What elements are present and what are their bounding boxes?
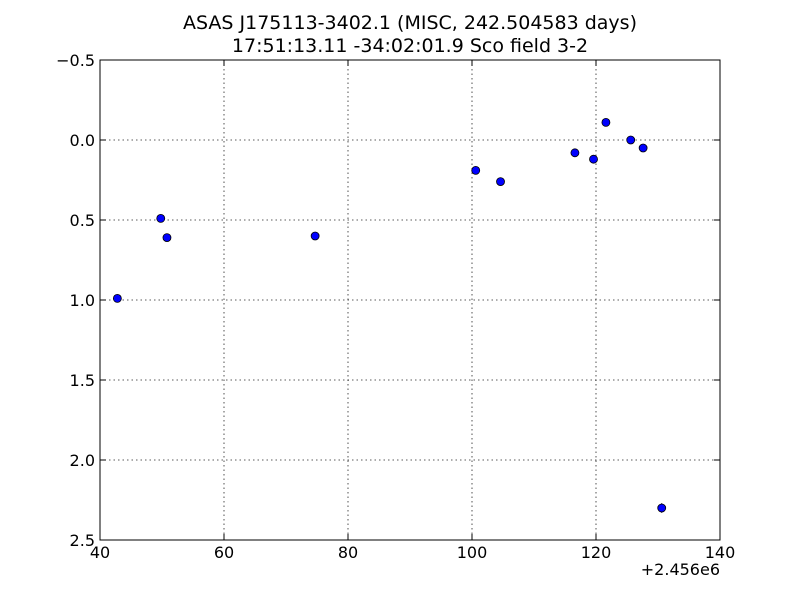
data-point (471, 165, 481, 175)
chart-subtitle: 17:51:13.11 -34:02:01.9 Sco field 3-2 (232, 35, 588, 57)
grid (100, 60, 720, 540)
y-tick-label: 0.0 (70, 131, 95, 150)
data-point (496, 177, 505, 187)
data-point (156, 213, 166, 223)
y-tick-label: −0.5 (56, 51, 95, 70)
data-point (638, 143, 648, 153)
data-point (570, 148, 580, 158)
data-point (112, 293, 122, 303)
data-point (601, 118, 611, 127)
data-points (112, 118, 667, 513)
data-point (310, 231, 320, 241)
y-tick-label: 0.5 (70, 211, 95, 230)
data-point (626, 135, 636, 145)
x-tick-label: 80 (338, 543, 358, 562)
y-tick-label: 1.5 (70, 371, 95, 390)
y-tick-label: 2.0 (70, 451, 95, 470)
x-tick-label: 40 (90, 543, 110, 562)
y-tick-label: 1.0 (70, 291, 95, 310)
x-tick-label: 100 (457, 543, 488, 562)
x-tick-label: 120 (581, 543, 612, 562)
chart-title: ASAS J175113-3402.1 (MISC, 242.504583 da… (183, 12, 637, 34)
y-tick-label: 2.5 (70, 531, 95, 550)
axis-ticks: 40 60 80 100 120 140 −0.5 0.0 0.5 1.0 1.5 2.0 2.5 (56, 51, 735, 562)
x-tick-label: 60 (214, 543, 234, 562)
data-point (657, 503, 667, 513)
data-point (162, 233, 172, 243)
data-point (589, 154, 598, 164)
x-offset-label: +2.456e6 (641, 560, 720, 579)
x-tick-label: 140 (705, 543, 736, 562)
